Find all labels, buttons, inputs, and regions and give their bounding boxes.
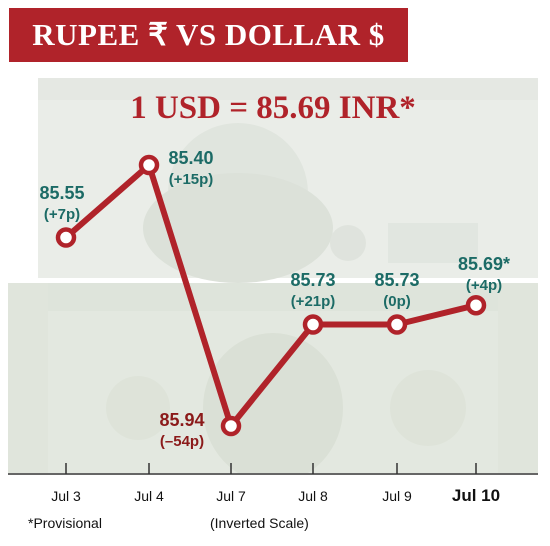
data-point [138, 154, 160, 176]
data-label-value: 85.69* [458, 254, 510, 274]
series-line [63, 162, 479, 429]
x-tick-label: Jul 10 [452, 486, 500, 505]
data-label-change: (+21p) [291, 293, 336, 310]
data-point [465, 294, 487, 316]
headline: 1 USD = 85.69 INR* [130, 90, 416, 126]
data-label-value: 85.73 [290, 270, 335, 290]
x-tick-label: Jul 3 [51, 488, 81, 504]
data-point [386, 314, 408, 335]
x-tick-label: Jul 8 [298, 488, 328, 504]
data-point [220, 415, 242, 437]
x-axis-ticks: Jul 3 Jul 4 Jul 7 Jul 8 Jul 9 Jul 10 [51, 463, 500, 505]
x-tick-label: Jul 7 [216, 488, 246, 504]
footnote: *Provisional [28, 515, 102, 531]
data-label-change: (+7p) [44, 206, 80, 223]
data-point [55, 227, 77, 248]
scale-note: (Inverted Scale) [210, 515, 309, 531]
data-label-value: 85.55 [39, 183, 84, 203]
data-label-value: 85.40 [168, 148, 213, 168]
data-point [302, 314, 324, 335]
data-label-value: 85.94 [159, 410, 204, 430]
chart-title: RUPEE ₹ VS DOLLAR $ [32, 17, 385, 52]
title-banner: RUPEE ₹ VS DOLLAR $ [9, 8, 408, 62]
x-tick-label: Jul 4 [134, 488, 164, 504]
data-label-change: (–54p) [160, 433, 204, 450]
x-tick-label: Jul 9 [382, 488, 412, 504]
data-label-change: (+15p) [169, 171, 214, 188]
data-label-value: 85.73 [374, 270, 419, 290]
data-label-change: (0p) [383, 293, 411, 310]
value-labels: 85.55 (+7p) 85.40 (+15p) 85.94 (–54p) 85.73 (+2… [39, 148, 510, 450]
data-label-change: (+4p) [466, 277, 502, 294]
series-rupee [55, 154, 487, 437]
